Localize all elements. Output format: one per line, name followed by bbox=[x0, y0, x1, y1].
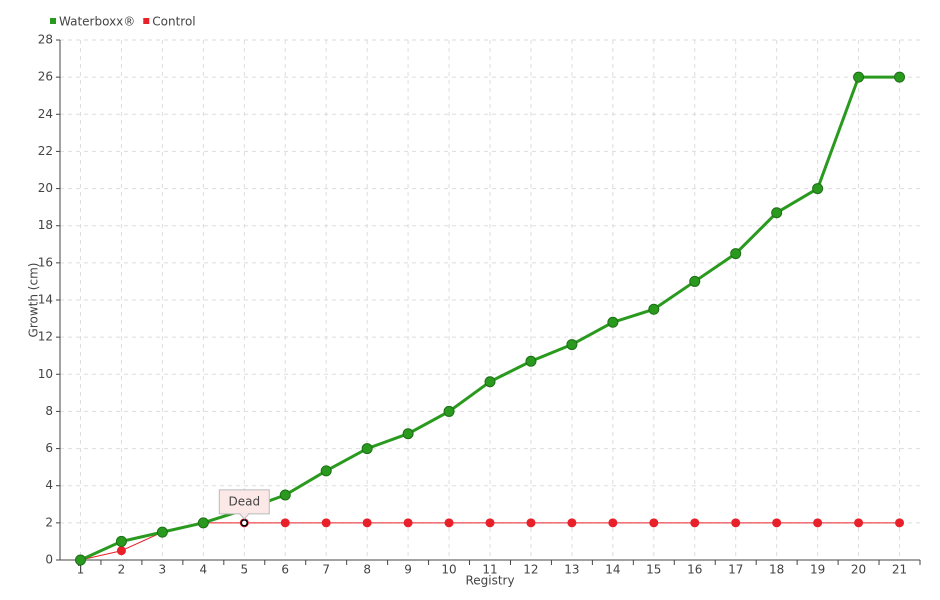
data-point bbox=[771, 207, 783, 219]
y-tick-label: 16 bbox=[38, 255, 53, 269]
x-tick-label: 4 bbox=[200, 563, 208, 577]
y-tick-label: 26 bbox=[38, 70, 53, 84]
x-tick-label: 19 bbox=[810, 563, 825, 577]
legend-label: Control bbox=[152, 15, 195, 29]
x-tick-label: 8 bbox=[363, 563, 371, 577]
annotation-pointer bbox=[238, 513, 250, 520]
data-point bbox=[362, 518, 372, 528]
x-tick-label: 7 bbox=[322, 563, 330, 577]
data-point bbox=[484, 376, 496, 388]
y-tick-label: 20 bbox=[38, 181, 53, 195]
data-point bbox=[197, 517, 209, 529]
data-point bbox=[730, 248, 742, 260]
annotation-box bbox=[218, 489, 270, 515]
x-tick-label: 13 bbox=[564, 563, 579, 577]
x-tick-label: 12 bbox=[523, 563, 538, 577]
legend-label: Waterboxx® bbox=[59, 15, 135, 29]
x-tick-label: 11 bbox=[482, 563, 497, 577]
data-point bbox=[443, 405, 455, 417]
data-point bbox=[320, 465, 332, 477]
x-tick-label: 6 bbox=[281, 563, 289, 577]
data-point bbox=[566, 339, 578, 351]
y-tick-label: 8 bbox=[45, 404, 53, 418]
data-point bbox=[607, 316, 619, 328]
data-point bbox=[115, 535, 127, 547]
x-tick-label: 10 bbox=[441, 563, 456, 577]
data-point bbox=[731, 518, 741, 528]
annotation-text: Dead bbox=[228, 494, 260, 508]
data-point bbox=[156, 526, 168, 538]
data-point bbox=[853, 71, 865, 83]
data-point bbox=[280, 518, 290, 528]
y-tick-label: 10 bbox=[38, 367, 53, 381]
data-point bbox=[689, 275, 701, 287]
data-point bbox=[526, 518, 536, 528]
x-tick-label: 16 bbox=[687, 563, 702, 577]
data-point bbox=[648, 303, 660, 315]
x-tick-label: 3 bbox=[159, 563, 167, 577]
y-tick-label: 22 bbox=[38, 144, 53, 158]
x-tick-label: 1 bbox=[77, 563, 85, 577]
x-tick-label: 9 bbox=[404, 563, 412, 577]
data-point bbox=[772, 518, 782, 528]
data-point bbox=[361, 443, 373, 455]
x-tick-label: 2 bbox=[118, 563, 126, 577]
data-point bbox=[608, 518, 618, 528]
series-line bbox=[79, 75, 900, 562]
x-tick-label: 21 bbox=[892, 563, 907, 577]
data-point bbox=[279, 489, 291, 501]
x-tick-label: 17 bbox=[728, 563, 743, 577]
data-point bbox=[812, 183, 824, 195]
legend-swatch bbox=[50, 18, 56, 24]
data-point bbox=[854, 518, 864, 528]
x-tick-label: 15 bbox=[646, 563, 661, 577]
y-tick-label: 4 bbox=[45, 478, 53, 492]
y-axis-label: Growth (cm) bbox=[27, 263, 41, 338]
legend-swatch bbox=[143, 18, 150, 24]
data-point bbox=[74, 554, 86, 566]
y-tick-label: 6 bbox=[45, 441, 53, 455]
data-point bbox=[321, 518, 331, 528]
annotation-marker bbox=[240, 519, 249, 527]
data-point bbox=[813, 518, 823, 528]
x-tick-label: 20 bbox=[851, 563, 866, 577]
data-point bbox=[649, 518, 659, 528]
y-tick-label: 2 bbox=[45, 515, 53, 529]
y-tick-label: 28 bbox=[38, 33, 53, 47]
data-point bbox=[116, 546, 126, 556]
data-point bbox=[485, 518, 495, 528]
data-point bbox=[444, 518, 454, 528]
x-tick-label: 18 bbox=[769, 563, 784, 577]
y-tick-label: 0 bbox=[45, 553, 53, 567]
x-tick-label: 5 bbox=[240, 563, 248, 577]
y-tick-label: 12 bbox=[38, 330, 53, 344]
y-tick-label: 14 bbox=[38, 293, 53, 307]
y-tick-label: 18 bbox=[38, 218, 53, 232]
data-point bbox=[567, 518, 577, 528]
x-axis-label: Registry bbox=[465, 574, 514, 588]
y-tick-label: 24 bbox=[38, 107, 53, 121]
data-point bbox=[894, 71, 906, 83]
data-point bbox=[690, 518, 700, 528]
data-point bbox=[525, 355, 537, 367]
data-point bbox=[403, 518, 413, 528]
x-tick-label: 14 bbox=[605, 563, 620, 577]
data-point bbox=[895, 518, 905, 528]
data-point bbox=[402, 428, 414, 440]
